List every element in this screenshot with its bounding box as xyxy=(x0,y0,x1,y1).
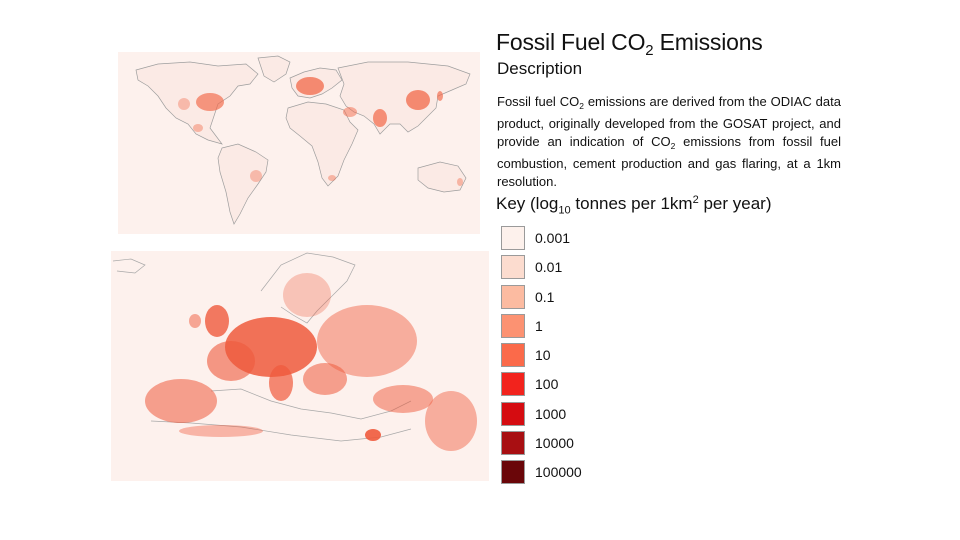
asia-outline xyxy=(337,61,471,135)
hotspot-middle-east xyxy=(343,107,357,117)
page-title: Fossil Fuel CO2 Emissions xyxy=(496,29,763,60)
legend-label: 1 xyxy=(535,317,543,334)
density-nile-delta xyxy=(365,429,381,441)
europe-emission-density xyxy=(145,273,477,451)
hotspot-south-africa xyxy=(328,175,336,181)
legend-swatch xyxy=(501,313,525,338)
legend-label: 100 xyxy=(535,376,559,393)
description-text: Fossil fuel CO2 emissions are derived fr… xyxy=(497,94,841,189)
legend-swatch xyxy=(501,226,525,250)
density-north-africa xyxy=(179,425,263,437)
hotspot-east-australia xyxy=(457,178,463,186)
hotspot-china xyxy=(406,90,430,110)
coastline-scandinavia xyxy=(260,252,356,324)
density-uk xyxy=(205,305,229,337)
density-balkans xyxy=(303,363,347,395)
greenland-outline xyxy=(257,55,291,83)
legend-label: 0.01 xyxy=(535,259,563,276)
legend-swatch xyxy=(501,284,525,309)
hotspot-india xyxy=(373,109,387,127)
density-scandinavia xyxy=(283,273,331,317)
legend-label: 0.001 xyxy=(535,230,571,246)
description-heading: Description xyxy=(497,59,583,78)
hotspot-brazil xyxy=(250,170,262,182)
density-ireland xyxy=(189,314,201,328)
title-block: Fossil Fuel CO2 Emissions xyxy=(496,28,763,65)
world-emissions-map xyxy=(118,52,480,234)
legend-label: 1000 xyxy=(535,405,567,422)
hotspot-western-us xyxy=(178,98,190,110)
africa-outline xyxy=(285,101,359,187)
legend-swatch xyxy=(501,372,525,397)
legend-label: 10 xyxy=(535,347,551,364)
coastline-north-africa xyxy=(150,420,412,442)
europe-emissions-map xyxy=(111,251,489,481)
density-eastern-europe xyxy=(317,305,417,377)
coastline-mediterranean xyxy=(210,388,412,420)
world-map-graphic xyxy=(135,55,471,225)
australia-outline xyxy=(417,161,467,193)
legend-swatch xyxy=(501,460,525,485)
legend-label: 0.1 xyxy=(535,288,555,305)
hotspot-europe xyxy=(296,77,324,95)
south-america-outline xyxy=(217,143,269,225)
legend-label: 100000 xyxy=(535,464,582,481)
density-iberia xyxy=(145,379,217,423)
world-landmasses xyxy=(135,55,471,225)
legend-swatch xyxy=(501,401,525,426)
coastline-greenland-iceland xyxy=(112,258,146,274)
legend-swatch xyxy=(501,343,525,368)
density-italy xyxy=(269,365,293,401)
hotspot-japan xyxy=(437,91,443,101)
europe-coastlines xyxy=(112,252,412,442)
density-middle-east xyxy=(425,391,477,451)
legend-swatch xyxy=(501,431,525,456)
density-turkey xyxy=(373,385,433,413)
legend-label: 10000 xyxy=(535,435,574,452)
density-france xyxy=(207,341,255,381)
world-emission-hotspots xyxy=(178,77,463,186)
europe-map-graphic xyxy=(112,252,477,451)
hotspot-mexico xyxy=(193,124,203,132)
key-heading: Key (log10 tonnes per 1km2 per year) xyxy=(496,194,772,217)
legend-swatch xyxy=(501,255,525,280)
hotspot-eastern-us xyxy=(196,93,224,111)
